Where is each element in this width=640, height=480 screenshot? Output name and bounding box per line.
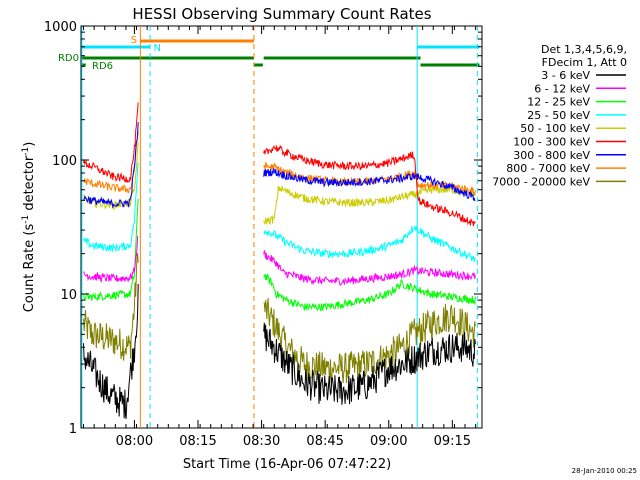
legend-label: 300 - 800 keV	[513, 149, 590, 162]
night-flag-label: N	[153, 43, 160, 54]
x-tick-label: 09:00	[370, 434, 407, 449]
series-line-6-post	[263, 168, 476, 202]
x-tick-label: 08:00	[116, 434, 153, 449]
y-axis-label: Count Rate (s-1 detector-1)	[21, 142, 37, 313]
rd6-flag-label: RD6	[92, 61, 113, 72]
legend: Det 1,3,4,5,6,9, FDecim 1, Att 0 3 - 6 k…	[492, 43, 627, 188]
legend-header-2: FDecim 1, Att 0	[542, 56, 627, 69]
y-tick-label: 1000	[44, 20, 77, 35]
series-line-8-post	[263, 298, 476, 384]
saa-flag-label: S	[131, 35, 137, 46]
series-line-8-pre	[83, 252, 139, 361]
series-line-5-post	[263, 144, 476, 227]
legend-label: 7000 - 20000 keV	[492, 175, 590, 188]
legend-label: 3 - 6 keV	[541, 69, 590, 82]
chart-title: HESSI Observing Summary Count Rates	[132, 5, 431, 23]
series-line-5-pre	[83, 102, 139, 183]
x-tick-label: 08:45	[306, 434, 343, 449]
plot-frame	[80, 25, 483, 429]
x-tick-label: 08:30	[243, 434, 280, 449]
legend-label: 100 - 300 keV	[513, 136, 590, 149]
series-lines	[83, 102, 476, 419]
plot-area	[80, 25, 483, 429]
series-line-0-post	[263, 322, 476, 405]
y-tick-label: 1	[69, 422, 77, 437]
series-line-1-post	[263, 249, 476, 286]
legend-label: 50 - 100 keV	[520, 122, 590, 135]
legend-label: 25 - 50 keV	[527, 109, 590, 122]
y-tick-label: 10	[60, 288, 77, 303]
legend-label: 12 - 25 keV	[527, 96, 590, 109]
legend-header-1: Det 1,3,4,5,6,9,	[541, 43, 627, 56]
series-line-2-post	[263, 273, 476, 312]
series-line-1-pre	[83, 236, 139, 284]
series-line-2-pre	[83, 198, 139, 302]
axes: 1 10 100 1000 08:00 08:15 08:30 08:45 09:00 09:15	[44, 20, 482, 449]
series-line-7-pre	[83, 130, 139, 194]
rd0-flag-label: RD0	[58, 53, 79, 64]
series-line-4-post	[263, 185, 476, 226]
x-tick-label: 08:15	[179, 434, 216, 449]
y-tick-label: 100	[52, 154, 77, 169]
footer-date: 28-Jan-2010 00:25	[572, 467, 637, 475]
legend-label: 800 - 7000 keV	[506, 162, 590, 175]
flag-bars: S N RD0 RD6	[58, 35, 480, 72]
series-line-3-pre	[83, 162, 139, 252]
x-axis-label: Start Time (16-Apr-06 07:47:22)	[183, 457, 391, 472]
x-tick-label: 09:15	[434, 434, 471, 449]
series-line-6-pre	[83, 122, 139, 208]
series-line-0-pre	[83, 283, 139, 419]
legend-label: 6 - 12 keV	[534, 82, 590, 95]
series-line-3-post	[263, 223, 476, 262]
